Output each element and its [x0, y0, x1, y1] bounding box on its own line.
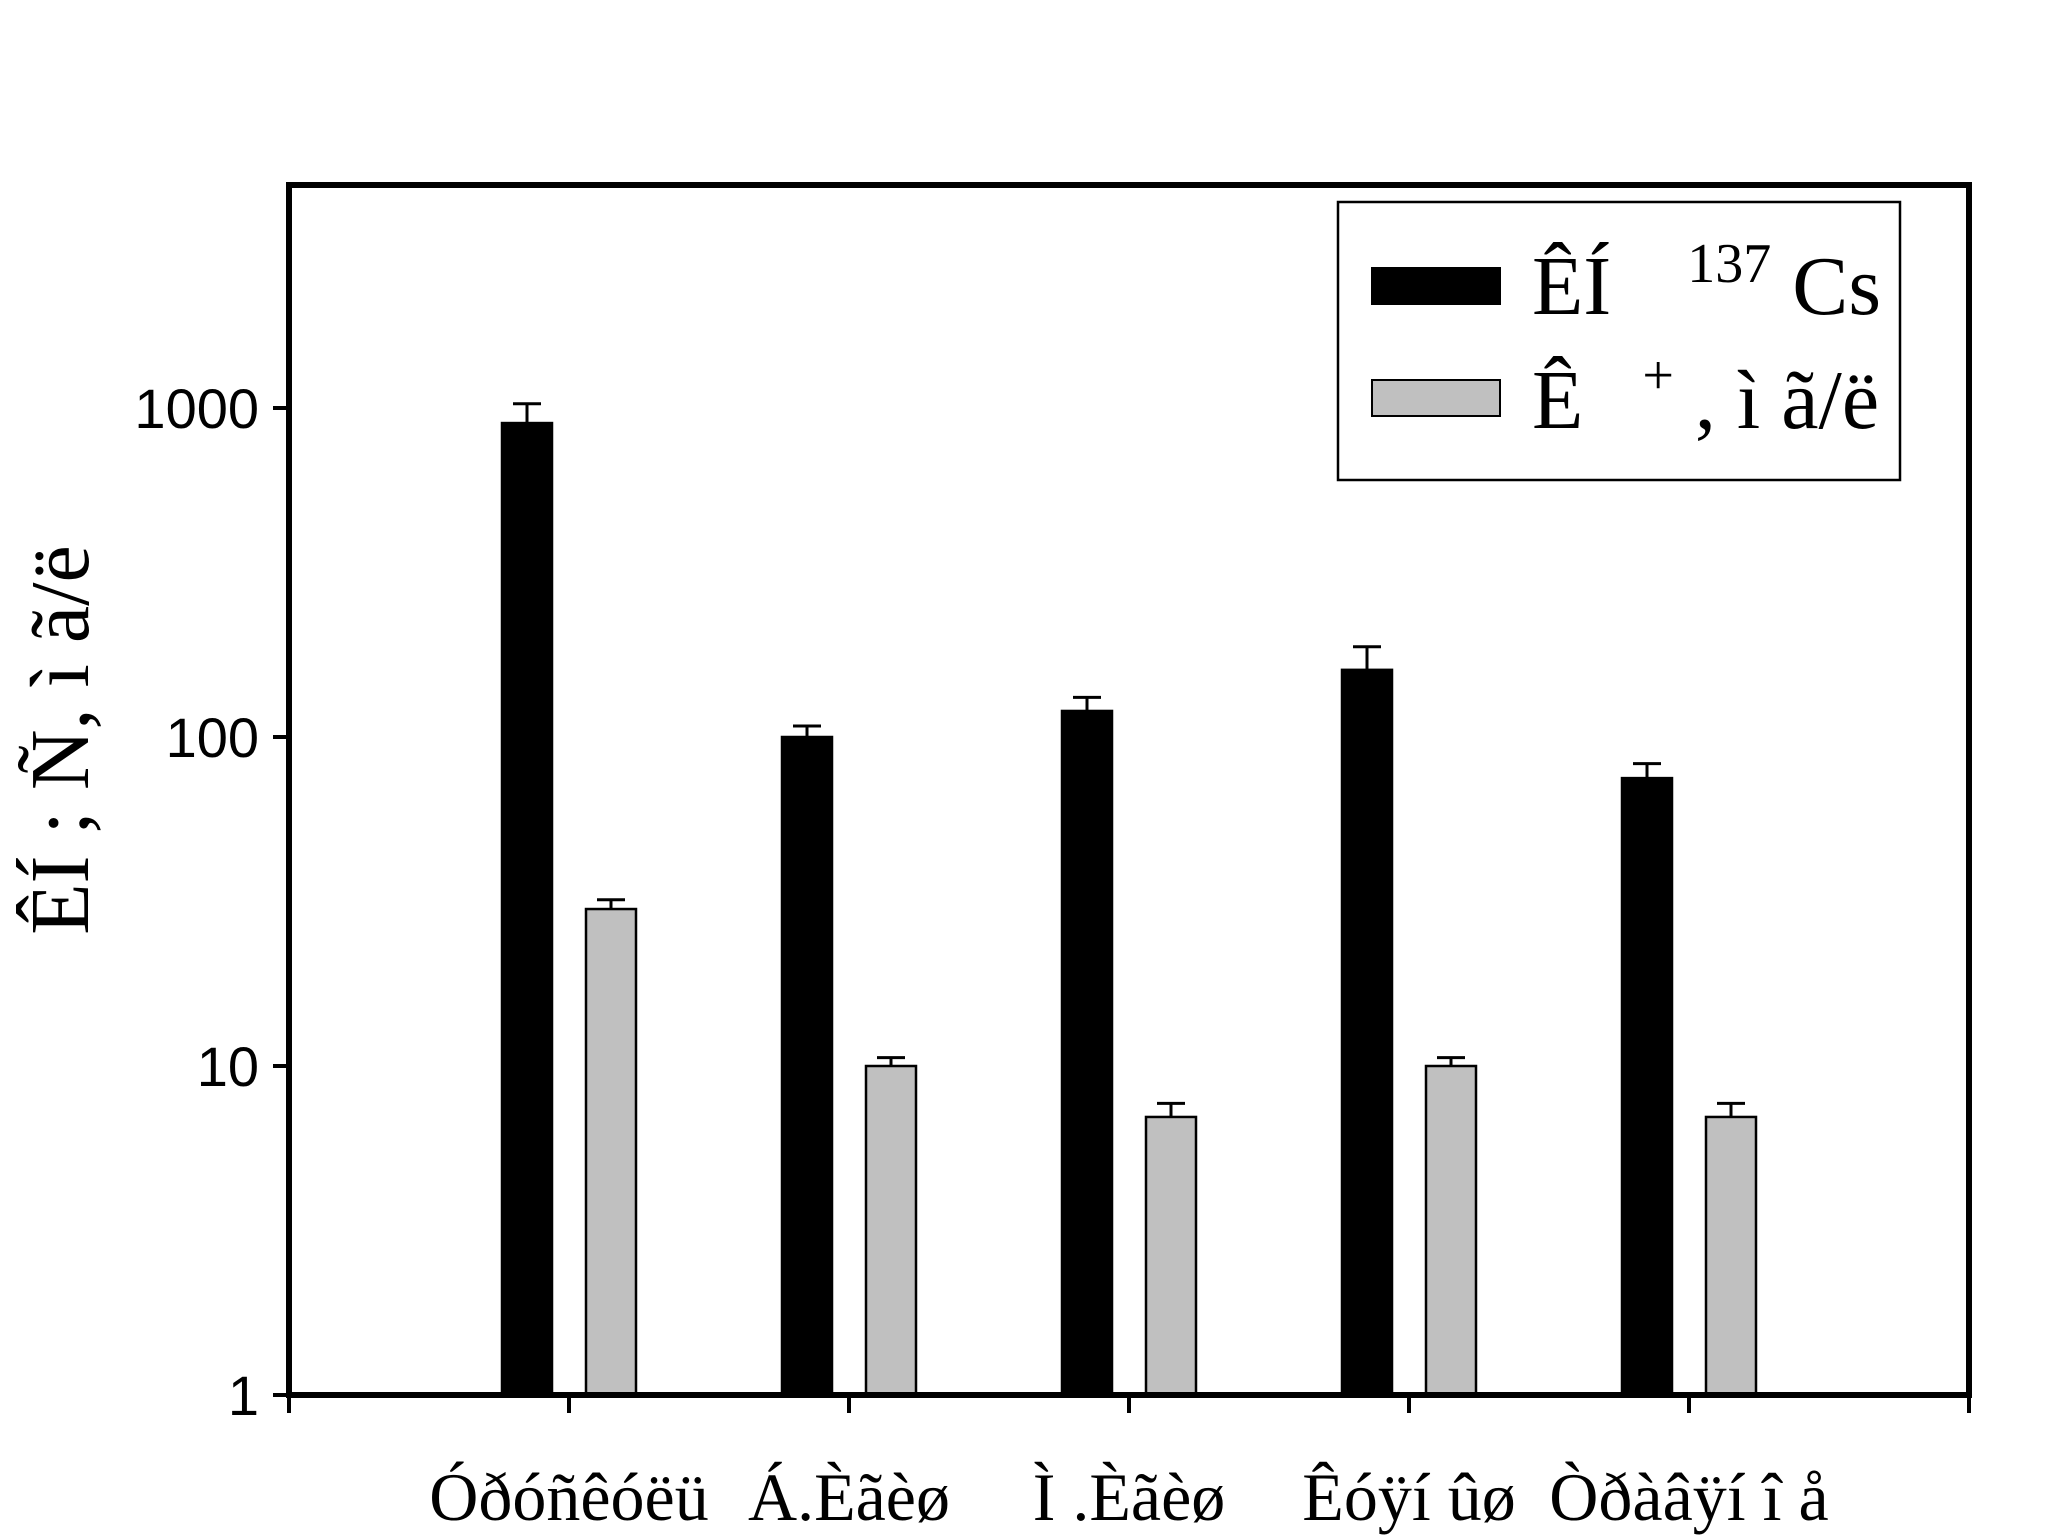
x-category-label-3: Ì .Èãèø [1033, 1459, 1226, 1535]
legend-label-series-1: ÊÍ 137 Cs [1532, 208, 1881, 333]
bar-1-1 [500, 421, 554, 1397]
legend-tail-series-1: Cs [1792, 240, 1881, 333]
legend-sup-series-2: + [1642, 345, 1674, 407]
legend-main-series-2: Ê [1532, 354, 1583, 447]
x-category-label-4: Êóÿí ûø [1302, 1459, 1515, 1535]
axis-layer: 1 10 100 1000 Óðóñêóëü Á.Èãèø Ì .Èãèø Êóÿí ûø Òð… [134, 377, 1971, 1535]
bar-2-3 [1144, 1115, 1198, 1397]
legend-swatch-series-2 [1371, 379, 1501, 417]
bar-1-5 [1620, 776, 1674, 1397]
bar-2-5 [1704, 1115, 1758, 1397]
legend-tail-series-2: , ì ã/ë [1695, 354, 1879, 447]
legend-sup-series-1: 137 [1687, 233, 1771, 295]
legend-box [1336, 200, 1902, 482]
legend: ÊÍ 137 Cs Ê + , ì ã/ë [1336, 200, 1902, 482]
bar-2-1 [584, 907, 638, 1397]
legend-main-series-1: ÊÍ [1532, 240, 1611, 333]
x-category-label-5: Òðàâÿí î å [1549, 1459, 1828, 1535]
x-category-label-2: Á.Èãèø [748, 1459, 950, 1535]
bar-1-3 [1060, 709, 1114, 1397]
y-tick-label-1000: 1000 [134, 377, 259, 440]
bar-1-2 [780, 735, 834, 1397]
bars-layer [500, 402, 1758, 1397]
bar-2-4 [1424, 1064, 1478, 1397]
y-tick-label-100: 100 [166, 706, 259, 769]
bar-1-4 [1340, 668, 1394, 1397]
x-category-label-1: Óðóñêóëü [429, 1459, 708, 1535]
y-tick-label-10: 10 [197, 1035, 259, 1098]
legend-swatch-series-1 [1371, 267, 1501, 305]
y-tick-label-1: 1 [228, 1364, 259, 1427]
y-axis-label: ÊÍ ; Ñ, ì ã/ë [14, 545, 107, 935]
legend-label-series-2: Ê + , ì ã/ë [1532, 320, 1879, 447]
bar-2-2 [864, 1064, 918, 1397]
